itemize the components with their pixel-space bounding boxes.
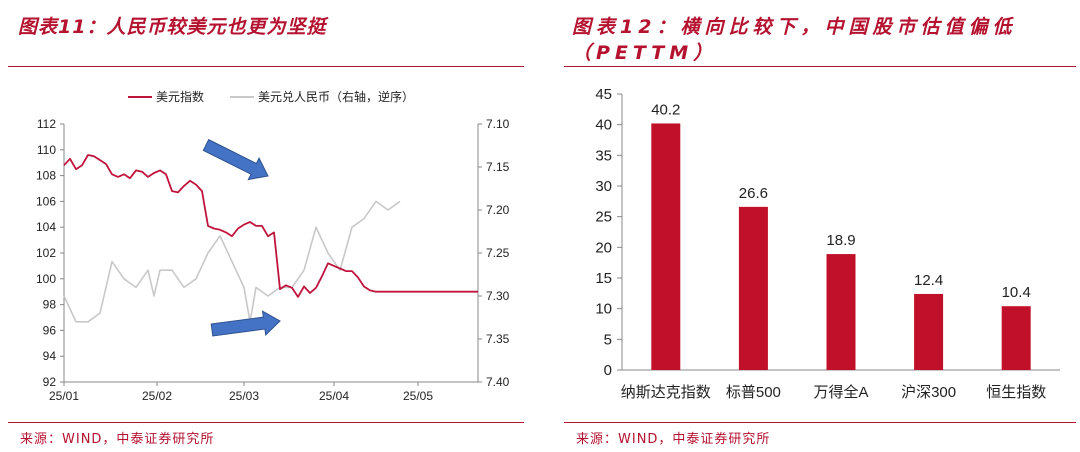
bar-value-label: 10.4 [1002,284,1031,301]
right-y-tick-label: 7.20 [486,203,510,217]
left-y-tick-label: 100 [36,272,56,286]
bar-chart: 0 5 10 15 20 25 30 35 40 45 40.2 纳斯达克指数 26.6 标普500 18.… [595,86,1060,401]
left-y-tick-label: 96 [43,323,57,337]
right-y-tick-label: 7.40 [486,375,510,389]
right-source-note: 来源：WIND，中泰证券研究所 [576,432,771,447]
y-tick-label: 5 [604,331,612,348]
left-source-rule [8,422,524,423]
bar [651,123,681,370]
bar-value-label: 12.4 [914,272,943,289]
category-label: 恒生指数 [986,384,1046,401]
y-tick-label: 45 [595,86,612,103]
left-chart-title: 图表11：人民币较美元也更为坚挺 [18,16,327,38]
right-title-rule [564,66,1076,67]
right-source-rule [564,422,1076,423]
left-source-note: 来源：WIND，中泰证券研究所 [20,432,215,447]
left-chart-panel: 图表11：人民币较美元也更为坚挺 92 94 96 98 100 102 104 106 108… [0,0,530,452]
category-label: 纳斯达克指数 [621,384,711,401]
legend-label: 美元兑人民币（右轴，逆序） [258,89,414,104]
series-line-usdcny [63,200,401,323]
left-y-tick-label: 102 [36,246,56,260]
left-y-tick-label: 108 [36,169,56,183]
legend-label: 美元指数 [156,89,204,104]
annotation-arrow-up-shape [210,310,281,337]
y-tick-label: 35 [595,147,612,164]
left-y-tick-label: 94 [43,349,57,363]
left-y-tick-label: 98 [43,298,57,312]
right-chart-title: 图表12：横向比较下，中国股市估值偏低（PETTM） [572,16,1017,64]
bar-value-label: 18.9 [826,232,855,249]
left-y-tick-label: 106 [36,194,56,208]
right-y-tick-label: 7.25 [486,246,510,260]
x-tick-label: 25/05 [403,389,433,403]
annotation-arrow-up [210,310,281,337]
bar [826,254,856,370]
left-title-rule [8,66,524,67]
left-y-tick-label: 110 [37,143,56,157]
right-y-tick-label: 7.30 [486,289,510,303]
right-chart-panel: 图表12：横向比较下，中国股市估值偏低（PETTM） 0 5 10 15 20 25 30 3… [560,0,1080,452]
bar [1001,306,1031,370]
right-y-tick-label: 7.10 [486,117,510,131]
right-y-tick-label: 7.15 [486,160,510,174]
left-y-tick-label: 112 [37,117,56,131]
left-y-tick-label: 92 [43,375,57,389]
bar [914,293,944,370]
y-tick-label: 25 [595,209,612,226]
y-tick-label: 20 [595,239,612,256]
category-label: 标普500 [726,384,781,401]
bar-value-label: 26.6 [739,185,768,202]
category-label: 沪深300 [901,384,956,401]
annotation-arrow-down [202,138,269,181]
right-y-tick-label: 7.35 [486,332,510,346]
y-tick-label: 40 [595,117,612,134]
y-tick-label: 15 [595,270,612,287]
bar [738,206,768,370]
x-tick-label: 25/04 [319,389,349,403]
x-tick-label: 25/03 [229,389,259,403]
y-tick-label: 10 [595,301,612,318]
category-label: 万得全A [813,383,868,401]
y-tick-label: 0 [604,362,612,379]
x-tick-label: 25/02 [142,389,172,403]
annotation-arrow-down-shape [202,138,269,181]
left-y-tick-label: 104 [36,220,56,234]
series-line-usd-index [63,154,478,298]
x-tick-label: 25/01 [49,389,79,403]
y-tick-label: 30 [595,178,612,195]
bar-value-label: 40.2 [651,101,680,118]
line-chart: 92 94 96 98 100 102 104 106 108 110 112 7.10 7.15 7.2… [36,89,510,403]
